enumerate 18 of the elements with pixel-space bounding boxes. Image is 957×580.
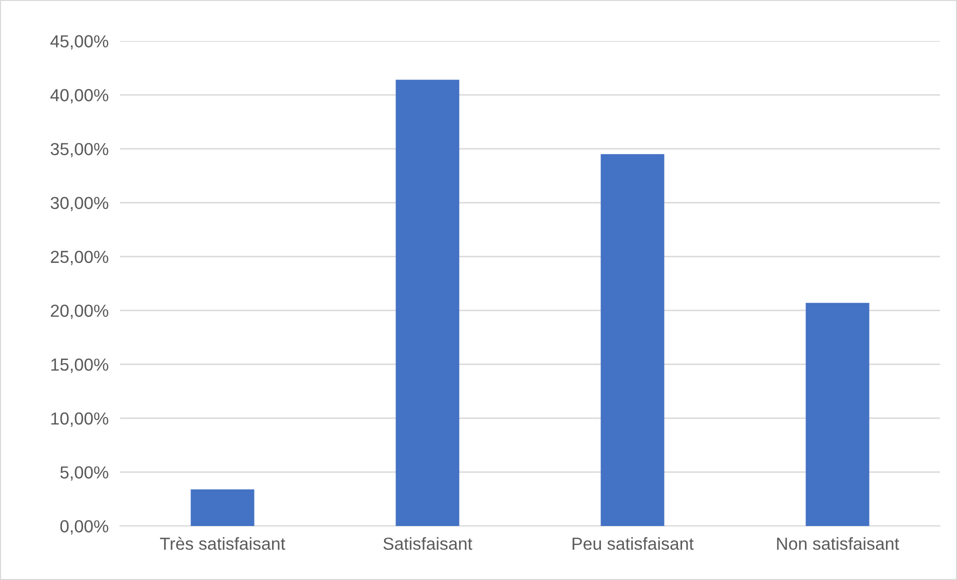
y-tick-label: 25,00% bbox=[50, 250, 108, 266]
x-tick-label: Peu satisfaisant bbox=[572, 537, 694, 550]
bar bbox=[806, 302, 870, 526]
y-tick-label: 45,00% bbox=[50, 35, 108, 50]
bar bbox=[600, 154, 664, 526]
bar bbox=[396, 80, 460, 526]
y-tick-label: 0,00% bbox=[60, 520, 108, 535]
x-tick-label: Non satisfaisant bbox=[777, 537, 900, 550]
y-tick-label: 30,00% bbox=[50, 196, 108, 212]
y-tick-label: 5,00% bbox=[60, 466, 108, 481]
y-tick-label: 20,00% bbox=[50, 304, 108, 319]
y-tick-label: 10,00% bbox=[51, 412, 108, 427]
bar bbox=[190, 489, 254, 526]
x-tick-label: Satisfaisant bbox=[383, 537, 472, 550]
y-tick-label: 15,00% bbox=[51, 358, 108, 373]
y-tick-label: 35,00% bbox=[50, 142, 108, 158]
y-tick-label: 40,00% bbox=[50, 89, 108, 104]
x-tick-label: Très satisfaisant bbox=[160, 536, 286, 550]
